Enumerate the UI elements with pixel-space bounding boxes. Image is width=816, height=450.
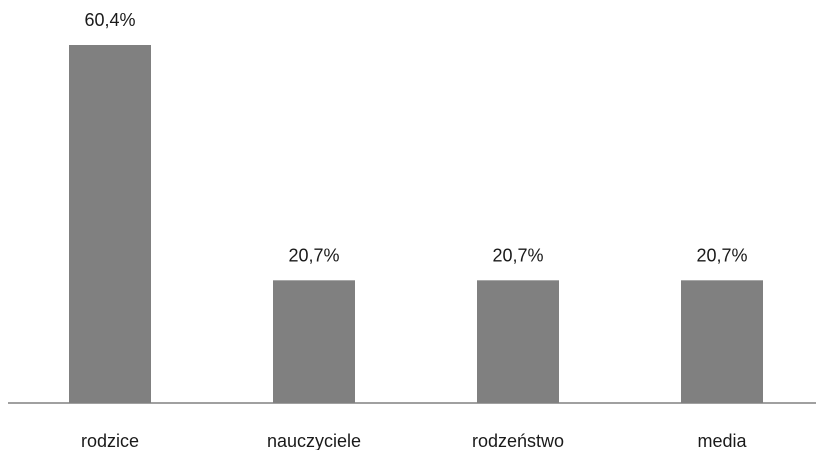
value-label-0: 60,4% — [84, 10, 135, 30]
category-label-1: nauczyciele — [267, 431, 361, 450]
value-label-1: 20,7% — [288, 245, 339, 265]
bar-1 — [273, 280, 355, 403]
bar-3 — [681, 280, 763, 403]
category-label-2: rodzeństwo — [472, 431, 564, 450]
bars-layer — [69, 45, 763, 403]
category-labels-layer: rodzice nauczyciele rodzeństwo media — [81, 431, 748, 450]
value-labels-layer: 60,4% 20,7% 20,7% 20,7% — [84, 10, 747, 265]
value-label-2: 20,7% — [492, 245, 543, 265]
category-label-3: media — [697, 431, 747, 450]
bar-0 — [69, 45, 151, 403]
value-label-3: 20,7% — [696, 245, 747, 265]
bar-2 — [477, 280, 559, 403]
category-label-0: rodzice — [81, 431, 139, 450]
